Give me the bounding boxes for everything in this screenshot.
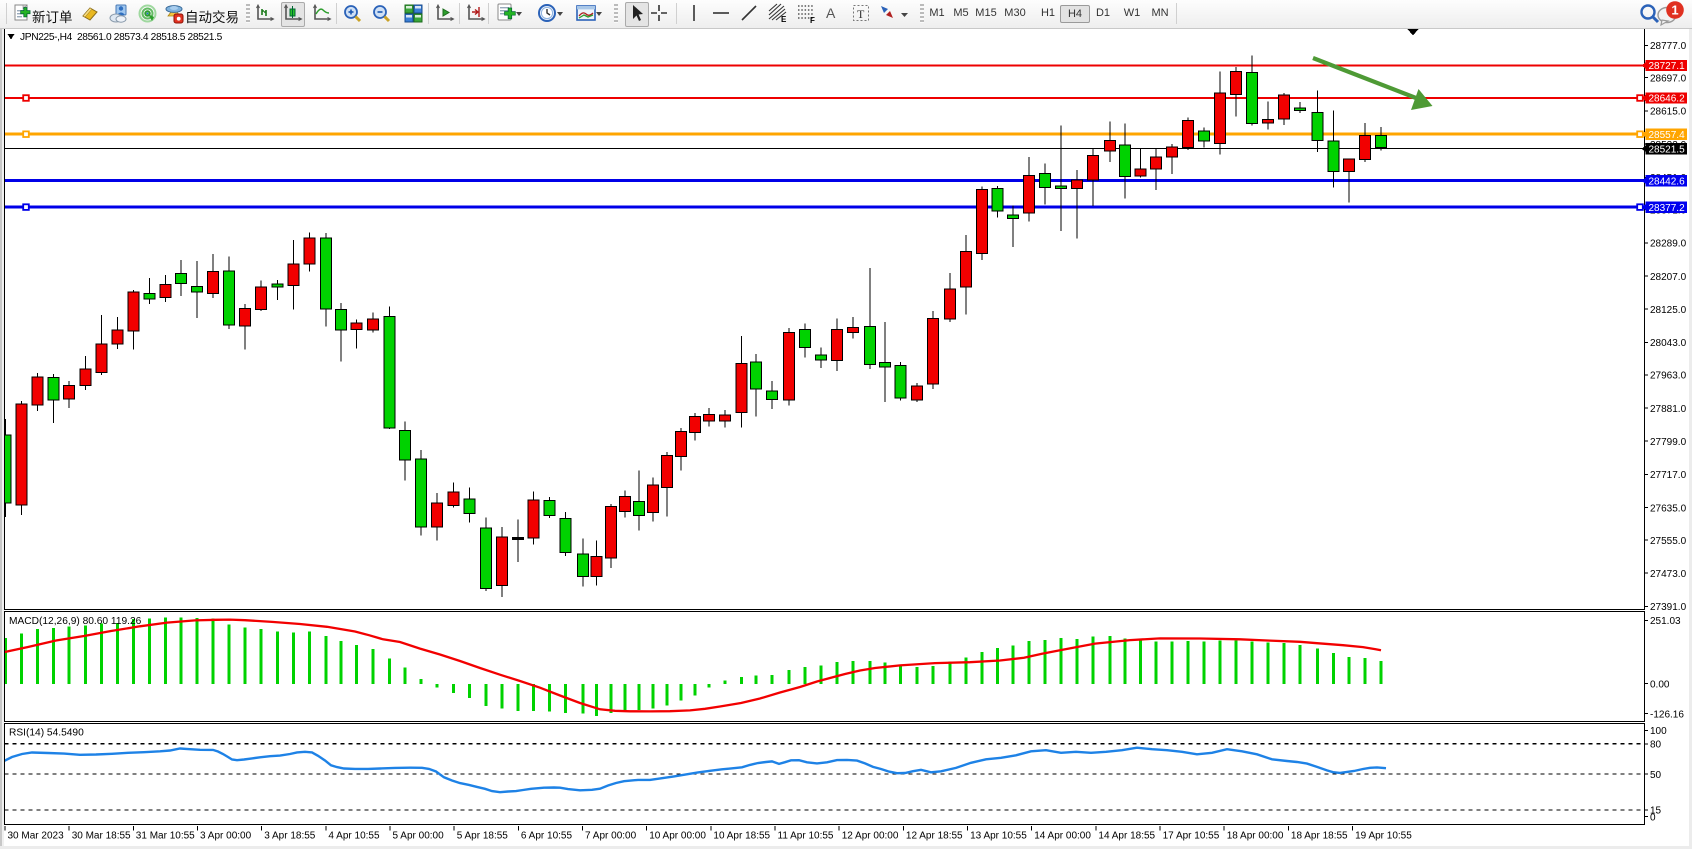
svg-text:E: E xyxy=(781,15,787,24)
svg-text:11 Apr 10:55: 11 Apr 10:55 xyxy=(778,831,834,842)
svg-text:28697.0: 28697.0 xyxy=(1650,74,1687,85)
svg-text:27881.0: 27881.0 xyxy=(1650,404,1687,415)
svg-text:251.03: 251.03 xyxy=(1650,616,1681,627)
svg-text:28442.6: 28442.6 xyxy=(1649,176,1686,187)
svg-text:80: 80 xyxy=(1650,740,1662,751)
svg-text:13 Apr 10:55: 13 Apr 10:55 xyxy=(970,831,1027,842)
svg-text:3 Apr 18:55: 3 Apr 18:55 xyxy=(264,831,316,842)
svg-text:31 Mar 10:55: 31 Mar 10:55 xyxy=(136,831,195,842)
svg-text:12 Apr 00:00: 12 Apr 00:00 xyxy=(842,831,899,842)
svg-text:28615.0: 28615.0 xyxy=(1650,107,1687,118)
svg-text:3 Apr 00:00: 3 Apr 00:00 xyxy=(200,831,252,842)
svg-text:17 Apr 10:55: 17 Apr 10:55 xyxy=(1163,831,1220,842)
svg-text:T: T xyxy=(857,7,865,21)
svg-text:5 Apr 00:00: 5 Apr 00:00 xyxy=(393,831,445,842)
svg-text:15: 15 xyxy=(1650,806,1662,817)
svg-text:28043.0: 28043.0 xyxy=(1650,338,1687,349)
svg-text:6 Apr 10:55: 6 Apr 10:55 xyxy=(521,831,573,842)
svg-text:27963.0: 27963.0 xyxy=(1650,371,1687,382)
svg-text:10 Apr 18:55: 10 Apr 18:55 xyxy=(713,831,770,842)
svg-text:18 Apr 00:00: 18 Apr 00:00 xyxy=(1227,831,1284,842)
svg-text:28557.4: 28557.4 xyxy=(1649,130,1686,141)
svg-text:27635.0: 27635.0 xyxy=(1650,503,1687,514)
svg-text:28377.2: 28377.2 xyxy=(1649,203,1686,214)
svg-text:18 Apr 18:55: 18 Apr 18:55 xyxy=(1291,831,1348,842)
svg-text:100: 100 xyxy=(1650,726,1667,737)
svg-text:28125.0: 28125.0 xyxy=(1650,305,1687,316)
svg-text:27799.0: 27799.0 xyxy=(1650,437,1687,448)
svg-text:28521.5: 28521.5 xyxy=(1649,144,1686,155)
svg-text:5 Apr 18:55: 5 Apr 18:55 xyxy=(457,831,509,842)
svg-text:27555.0: 27555.0 xyxy=(1650,536,1687,547)
svg-text:10 Apr 00:00: 10 Apr 00:00 xyxy=(649,831,706,842)
svg-text:0: 0 xyxy=(1650,812,1656,823)
svg-text:7 Apr 00:00: 7 Apr 00:00 xyxy=(585,831,637,842)
svg-text:27473.0: 27473.0 xyxy=(1650,569,1687,580)
svg-text:27717.0: 27717.0 xyxy=(1650,470,1687,481)
svg-text:F: F xyxy=(810,16,815,24)
svg-text:30 Mar 18:55: 30 Mar 18:55 xyxy=(72,831,131,842)
svg-text:14 Apr 18:55: 14 Apr 18:55 xyxy=(1098,831,1155,842)
svg-text:4 Apr 10:55: 4 Apr 10:55 xyxy=(328,831,380,842)
svg-text:30 Mar 2023: 30 Mar 2023 xyxy=(8,831,65,842)
svg-text:50: 50 xyxy=(1650,770,1662,781)
svg-text:12 Apr 18:55: 12 Apr 18:55 xyxy=(906,831,963,842)
svg-text:MACD(12,26,9) 80.60 119.26: MACD(12,26,9) 80.60 119.26 xyxy=(9,616,142,627)
svg-text:19 Apr 10:55: 19 Apr 10:55 xyxy=(1355,831,1412,842)
svg-text:14 Apr 00:00: 14 Apr 00:00 xyxy=(1034,831,1091,842)
svg-text:28777.0: 28777.0 xyxy=(1650,41,1687,52)
svg-text:27391.0: 27391.0 xyxy=(1650,602,1687,613)
svg-text:28207.0: 28207.0 xyxy=(1650,272,1687,283)
svg-text:-126.16: -126.16 xyxy=(1650,709,1684,720)
svg-text:28289.0: 28289.0 xyxy=(1650,239,1687,250)
svg-text:RSI(14) 54.5490: RSI(14) 54.5490 xyxy=(9,728,84,739)
svg-text:0.00: 0.00 xyxy=(1650,679,1670,690)
svg-text:28727.1: 28727.1 xyxy=(1649,61,1686,72)
svg-text:1: 1 xyxy=(1671,3,1678,18)
svg-text:JPN225-,H4 28561.0 28573.4 28: JPN225-,H4 28561.0 28573.4 28518.5 28521… xyxy=(20,32,223,43)
svg-text:28646.2: 28646.2 xyxy=(1649,94,1686,105)
